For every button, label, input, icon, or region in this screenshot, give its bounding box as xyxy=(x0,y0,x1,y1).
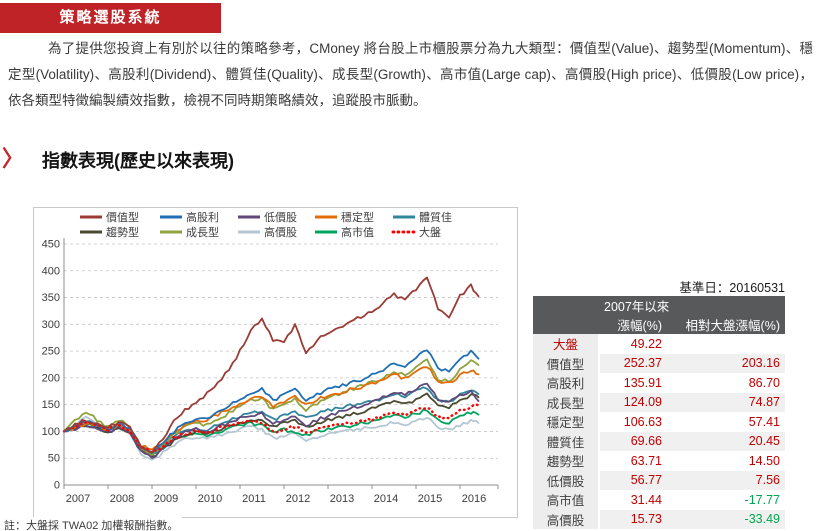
legend-label-stable: 穩定型 xyxy=(341,210,374,224)
row-relative-value: 57.41 xyxy=(748,414,780,429)
base-date-label: 基準日：20160531 xyxy=(679,281,785,295)
table-header-row-period: 2007年以來 xyxy=(533,296,785,315)
column-header-change: 漲幅(%) xyxy=(599,315,667,334)
svg-text:2010: 2010 xyxy=(198,493,222,505)
table-row: 高價股 15.73 -33.49 xyxy=(533,509,785,529)
table-row: 高市值 31.44 -17.77 xyxy=(533,490,785,510)
svg-text:200: 200 xyxy=(42,372,60,384)
row-relative-value: 86.70 xyxy=(748,375,780,390)
section-title: 指數表現(歷史以來表現) xyxy=(42,151,234,171)
svg-text:350: 350 xyxy=(42,292,60,304)
strategy-system-badge: 策略選股系統 xyxy=(0,3,221,33)
table-row: 高股利 135.91 86.70 xyxy=(533,373,785,393)
table-row: 低價股 56.77 7.56 xyxy=(533,470,785,490)
row-change-value: 15.73 xyxy=(599,509,667,529)
section-chevron-icon: 〉 xyxy=(2,146,25,171)
svg-text:2011: 2011 xyxy=(242,493,266,505)
table-row: 體質佳 69.66 20.45 xyxy=(533,431,785,451)
legend-label-momentum: 趨勢型 xyxy=(106,225,139,239)
row-change-value: 69.66 xyxy=(599,431,667,451)
table-row: 成長型 124.09 74.87 xyxy=(533,392,785,412)
row-change-value: 49.22 xyxy=(630,336,662,351)
row-relative-value: 7.56 xyxy=(667,470,785,490)
table-row: 穩定型 106.63 57.41 xyxy=(533,412,785,432)
table-row: 趨勢型 63.71 14.50 xyxy=(533,451,785,471)
svg-text:2015: 2015 xyxy=(418,493,442,505)
row-label: 體質佳 xyxy=(533,431,600,451)
svg-text:2012: 2012 xyxy=(286,493,310,505)
row-label: 大盤 xyxy=(533,334,600,354)
row-label: 穩定型 xyxy=(533,412,600,432)
performance-table: 2007年以來 漲幅(%) 相對大盤漲幅(%) 大盤 49.22 價值型 252.37… xyxy=(533,296,785,529)
row-change-value: 124.09 xyxy=(599,392,667,412)
row-relative-value: 20.45 xyxy=(667,431,785,451)
row-change-value: 63.71 xyxy=(630,453,662,468)
table-header-row-columns: 漲幅(%) 相對大盤漲幅(%) xyxy=(533,315,785,334)
row-label: 高股利 xyxy=(533,373,600,393)
legend-label-largecap: 高市值 xyxy=(341,225,374,239)
row-relative-value: 203.16 xyxy=(667,353,785,373)
svg-text:2007: 2007 xyxy=(66,493,90,505)
footnote: 註：大盤採 TWA02 加權報酬指數。 xyxy=(4,517,183,531)
series-line-value xyxy=(63,276,480,454)
svg-text:50: 50 xyxy=(48,453,60,465)
row-relative-value: -33.49 xyxy=(667,509,785,529)
chart-x-axis: 2007 2008 2009 2010 2011 2012 2013 2014 2015 2016 xyxy=(63,485,499,505)
legend-label-dividend: 高股利 xyxy=(186,210,219,224)
row-relative-value: 74.87 xyxy=(667,392,785,412)
row-label: 高市值 xyxy=(533,490,600,510)
legend-label-highprice: 高價股 xyxy=(264,225,297,239)
row-change-value: 135.91 xyxy=(623,375,662,390)
row-change-value: 252.37 xyxy=(599,353,667,373)
intro-paragraph: 為了提供您投資上有別於以往的策略參考，CMoney 將台股上市櫃股票分為九大類型… xyxy=(8,41,813,108)
legend-label-quality: 體質佳 xyxy=(419,210,452,224)
table-header-empty-cell xyxy=(533,296,599,315)
performance-table-grid: 2007年以來 漲幅(%) 相對大盤漲幅(%) 大盤 49.22 價值型 252.37… xyxy=(533,296,785,529)
legend-label-lowprice: 低價股 xyxy=(264,210,297,224)
chart-series xyxy=(62,276,480,461)
series-line-market xyxy=(62,403,480,454)
table-period-header: 2007年以來 xyxy=(599,296,785,315)
row-relative-value: 14.50 xyxy=(748,453,780,468)
svg-text:100: 100 xyxy=(42,426,60,438)
series-line-highprice xyxy=(63,415,480,461)
row-label: 低價股 xyxy=(533,470,600,490)
svg-text:300: 300 xyxy=(42,319,60,331)
row-relative-value xyxy=(667,334,785,354)
row-change-value: 31.44 xyxy=(630,492,662,507)
legend-label-growth: 成長型 xyxy=(186,225,219,239)
svg-text:2008: 2008 xyxy=(110,493,134,505)
svg-text:2013: 2013 xyxy=(330,493,354,505)
table-header-empty-cell xyxy=(533,315,599,334)
svg-text:0: 0 xyxy=(54,480,60,492)
svg-text:400: 400 xyxy=(42,265,60,277)
legend-label-market: 大盤 xyxy=(419,225,441,239)
series-line-growth xyxy=(63,358,480,456)
svg-text:150: 150 xyxy=(42,399,60,411)
performance-chart: 0 50 100 150 200 250 300 350 400 450 2007 2008 2009 2… xyxy=(33,207,518,518)
row-label: 價值型 xyxy=(533,353,600,373)
row-label: 成長型 xyxy=(533,392,600,412)
table-row: 價值型 252.37 203.16 xyxy=(533,353,785,373)
column-header-relative: 相對大盤漲幅(%) xyxy=(667,315,785,334)
row-label: 高價股 xyxy=(533,509,600,529)
svg-text:2016: 2016 xyxy=(462,493,486,505)
svg-text:2014: 2014 xyxy=(374,493,398,505)
chart-grid: 0 50 100 150 200 250 300 350 400 450 xyxy=(42,238,498,492)
row-change-value: 56.77 xyxy=(599,470,667,490)
svg-text:450: 450 xyxy=(42,239,60,251)
row-label: 趨勢型 xyxy=(533,451,600,471)
row-change-value: 106.63 xyxy=(623,414,662,429)
legend-label-value: 價值型 xyxy=(106,210,139,224)
svg-text:2009: 2009 xyxy=(154,493,178,505)
svg-text:250: 250 xyxy=(42,346,60,358)
table-row: 大盤 49.22 xyxy=(533,334,785,354)
row-relative-value: -17.77 xyxy=(744,492,780,507)
